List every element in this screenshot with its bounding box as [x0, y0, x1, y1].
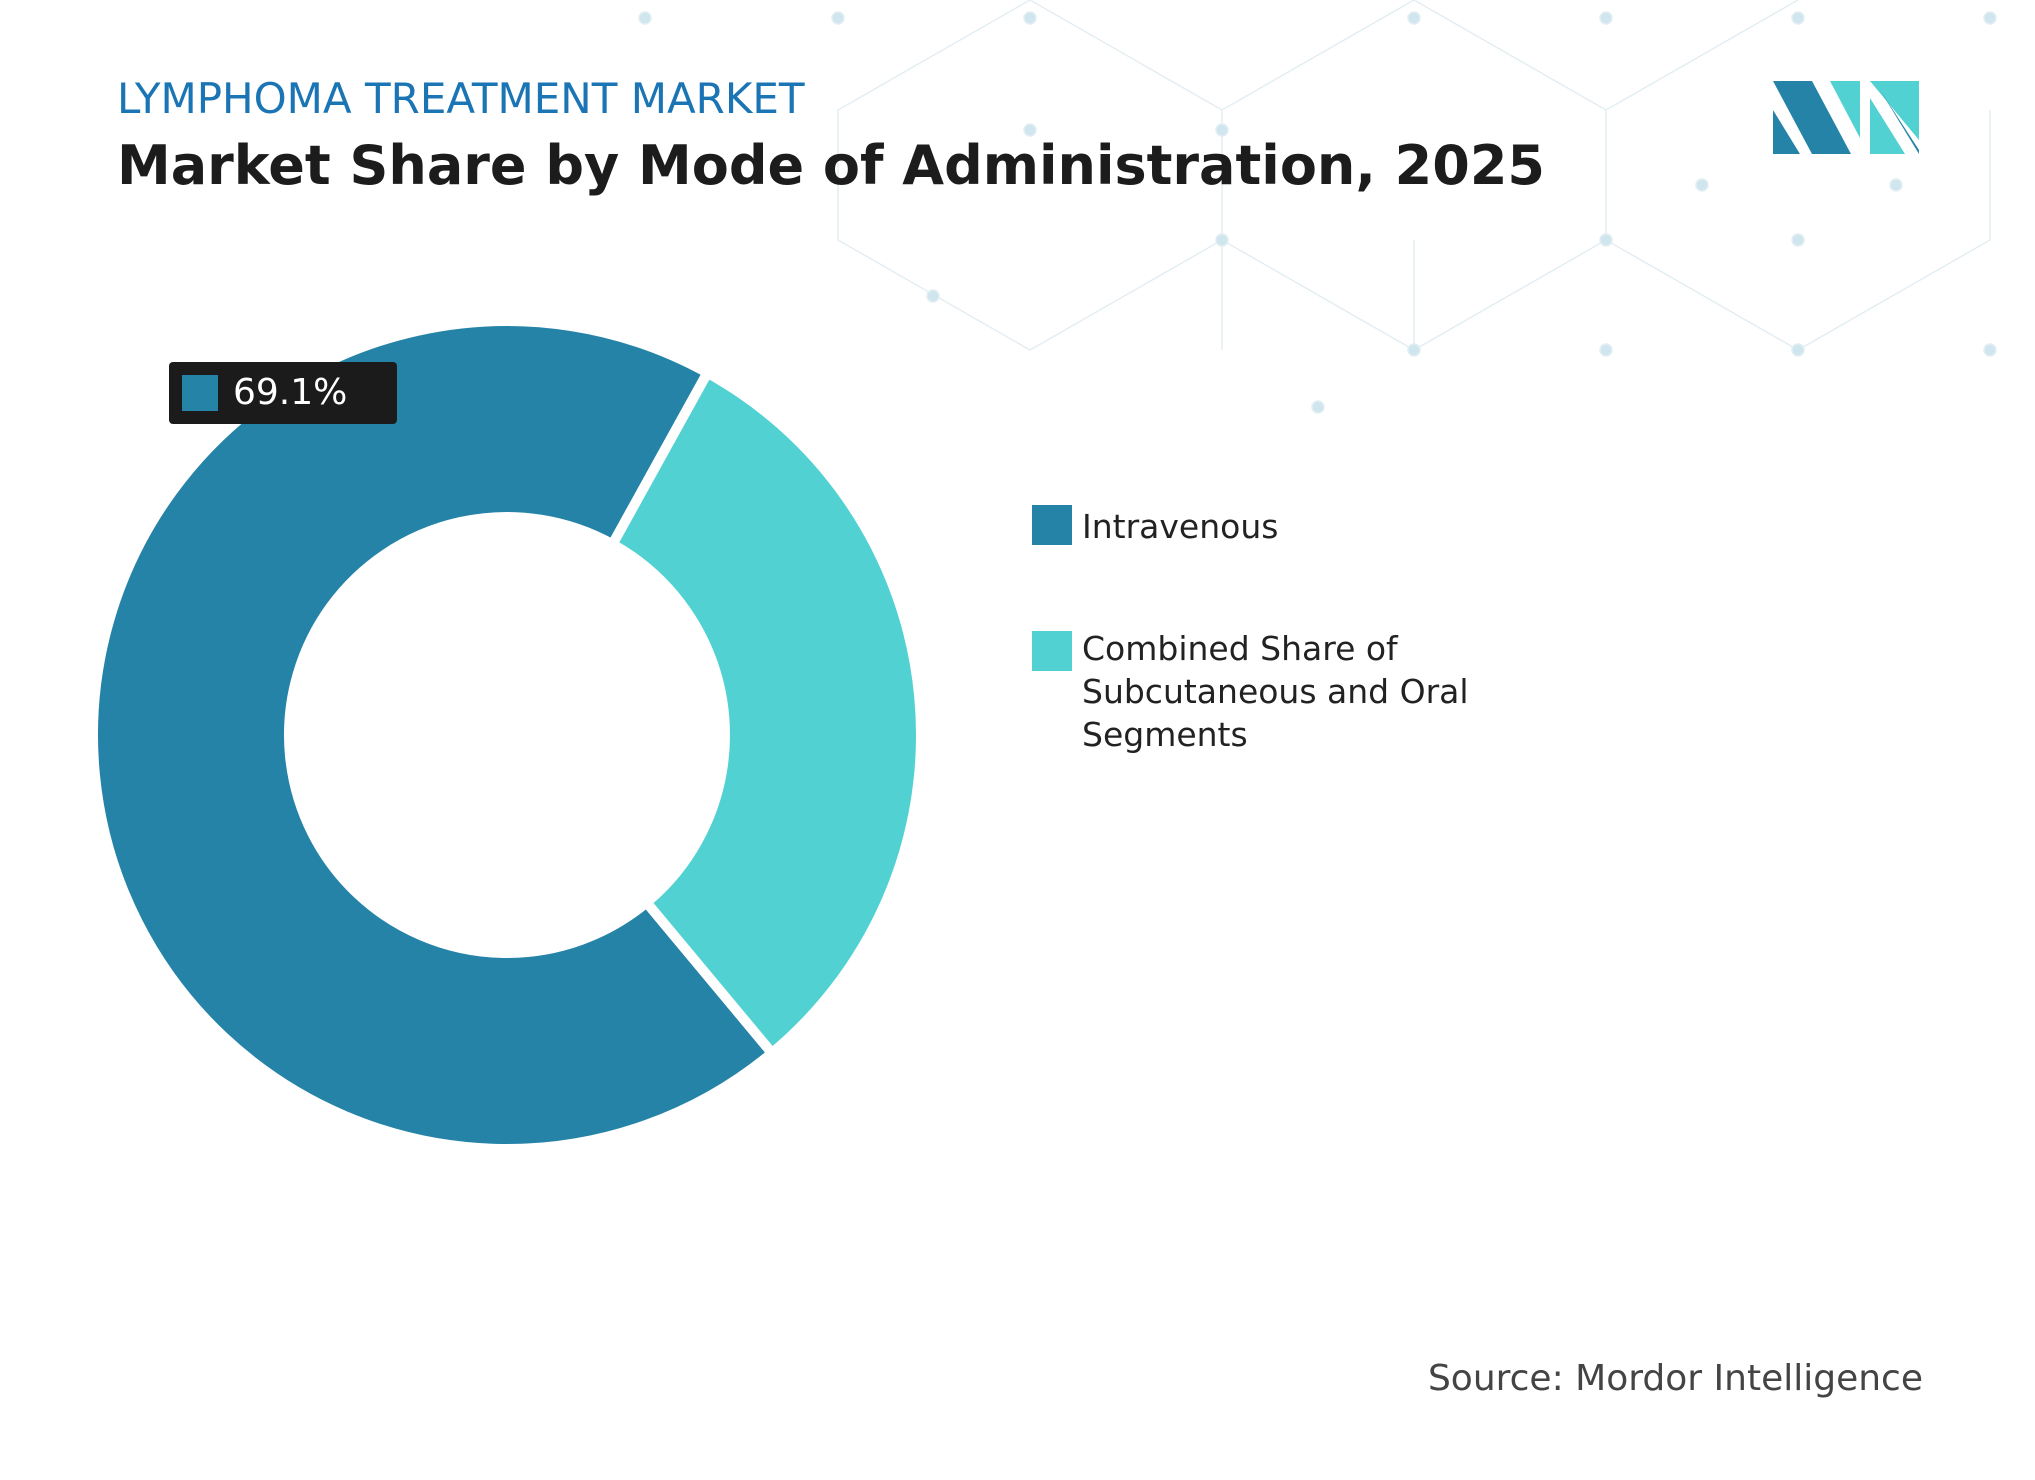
value-label-box [169, 362, 397, 424]
legend-item: Combined Share of Subcutaneous and Oral … [1032, 627, 1642, 756]
legend-swatch [1032, 631, 1072, 671]
donut-slice [605, 365, 926, 1061]
legend-label: Combined Share of Subcutaneous and Oral … [1082, 629, 1469, 754]
value-label-text: 69.1% [233, 372, 347, 413]
background-pattern [638, 0, 1997, 414]
source: Source: Mordor Intelligence [1427, 1358, 1923, 1399]
value-label-swatch [182, 375, 218, 411]
legend-item: Intravenous [1032, 505, 1642, 548]
chart-subtitle: LYMPHOMA TREATMENT MARKET [117, 74, 805, 123]
legend-swatch [1032, 505, 1072, 545]
value-label: 69.1% [169, 362, 397, 424]
legend-label: Intravenous [1082, 507, 1279, 546]
donut-slice [88, 316, 780, 1154]
chart-title: Market Share by Mode of Administration, … [117, 134, 1545, 197]
logo [1773, 81, 1919, 154]
